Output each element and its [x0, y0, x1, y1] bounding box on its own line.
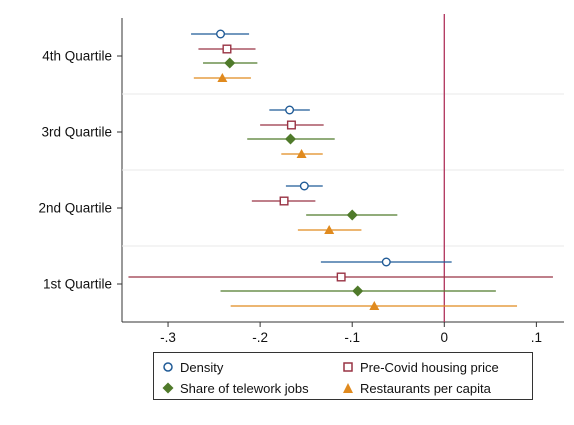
legend: Density Pre-Covid housing price Share of… [153, 352, 533, 400]
legend-label-telework: Share of telework jobs [180, 380, 309, 396]
point-estimate [285, 105, 295, 115]
x-tick-label: -.1 [344, 330, 360, 345]
point-estimate [369, 301, 380, 310]
point-estimate [217, 73, 228, 82]
legend-marker-filled-diamond-icon [162, 382, 174, 394]
point-estimate [222, 44, 232, 54]
point-estimate [352, 285, 364, 297]
legend-item-housing-price: Pre-Covid housing price [342, 357, 499, 377]
y-tick-label: 4th Quartile [42, 49, 112, 64]
x-tick-label: -.2 [252, 330, 268, 345]
x-tick-label: .1 [531, 330, 542, 345]
point-estimate [216, 29, 226, 39]
point-estimate [296, 149, 307, 158]
point-estimate [336, 272, 346, 282]
legend-marker-hollow-square-icon [343, 362, 353, 372]
point-estimate [299, 181, 309, 191]
legend-item-restaurants: Restaurants per capita [342, 378, 491, 398]
point-estimate [285, 133, 297, 145]
y-tick-label: 2nd Quartile [38, 201, 112, 216]
legend-label-density: Density [180, 359, 224, 375]
legend-label-restaurants: Restaurants per capita [360, 380, 491, 396]
legend-item-telework: Share of telework jobs [162, 378, 309, 398]
y-tick-label: 3rd Quartile [41, 125, 112, 140]
legend-label-housing-price: Pre-Covid housing price [360, 359, 499, 375]
legend-item-density: Density [162, 357, 223, 377]
point-estimate [324, 225, 335, 234]
point-estimate [279, 196, 289, 206]
x-tick-label: 0 [441, 330, 449, 345]
point-estimate [224, 57, 236, 69]
legend-marker-filled-triangle-icon [343, 383, 353, 393]
legend-marker-hollow-circle-icon [163, 362, 173, 372]
point-estimate [381, 257, 391, 267]
x-tick-label: -.3 [160, 330, 176, 345]
point-estimate [286, 120, 296, 130]
y-tick-label: 1st Quartile [43, 277, 112, 292]
point-estimate [346, 209, 358, 221]
